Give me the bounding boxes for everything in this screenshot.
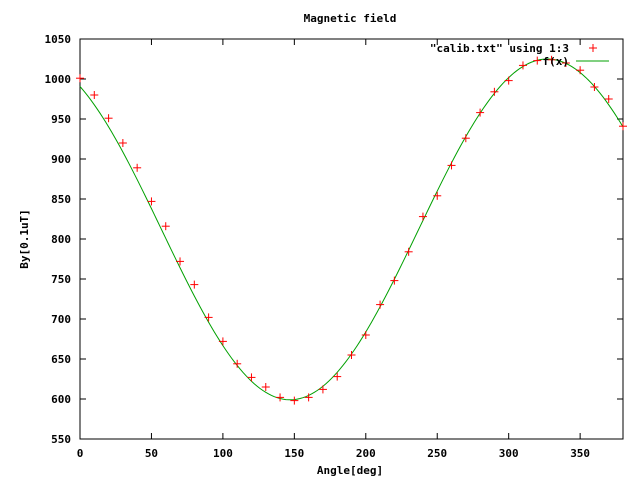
data-point: [390, 276, 399, 285]
data-point: [518, 61, 527, 70]
data-point: [504, 76, 513, 85]
fit-curve-series: [79, 58, 624, 401]
data-point: [476, 108, 485, 117]
x-tick-label: 150: [284, 447, 304, 460]
y-axis: 550 600 650 700 750 800 850 900 950 1000 1050: [45, 33, 623, 446]
data-point: [619, 122, 627, 131]
y-axis-label: By[0.1uT]: [18, 209, 31, 269]
data-point: [347, 351, 356, 359]
y-tick-label: 1050: [45, 33, 72, 46]
y-tick-label: 900: [51, 153, 71, 166]
x-tick-label: 0: [77, 447, 84, 460]
data-point: [590, 83, 599, 91]
x-axis-label: Angle[deg]: [317, 464, 383, 477]
data-point: [547, 55, 556, 64]
data-point: [533, 56, 542, 65]
data-point: [190, 280, 199, 289]
data-point: [447, 161, 456, 170]
data-point: [218, 337, 227, 346]
data-point: [90, 91, 99, 99]
x-tick-label: 50: [145, 447, 158, 460]
y-tick-label: 800: [51, 233, 71, 246]
data-point: [104, 114, 113, 123]
data-point: [404, 247, 413, 256]
data-point: [361, 331, 370, 339]
data-point: [304, 393, 313, 402]
y-tick-label: 700: [51, 313, 71, 326]
x-tick-label: 350: [570, 447, 590, 460]
data-point: [147, 197, 156, 206]
data-point: [290, 396, 299, 405]
data-point: [461, 134, 470, 143]
fit-curve: [79, 58, 624, 401]
chart-title: Magnetic field: [304, 12, 397, 25]
data-point: [247, 373, 256, 382]
data-point: [176, 257, 185, 266]
legend: "calib.txt" using 1:3 f(x): [430, 42, 609, 68]
data-point: [233, 359, 242, 368]
data-point: [376, 300, 385, 309]
data-point: [433, 191, 442, 200]
x-tick-label: 250: [427, 447, 447, 460]
data-point: [76, 74, 84, 83]
legend-label-fx: f(x): [543, 55, 570, 68]
data-point: [118, 139, 127, 147]
data-point: [318, 385, 327, 394]
x-tick-label: 100: [213, 447, 233, 460]
y-tick-label: 850: [51, 193, 71, 206]
y-tick-label: 950: [51, 113, 71, 126]
x-tick-label: 200: [356, 447, 376, 460]
data-point: [204, 313, 213, 322]
data-point: [561, 59, 570, 67]
y-tick-label: 750: [51, 273, 71, 286]
data-point: [161, 222, 170, 231]
data-point: [276, 393, 285, 402]
x-axis: 0 50 100 150 200 250 300 350: [77, 39, 590, 460]
data-point: [604, 95, 613, 103]
data-point: [133, 163, 142, 172]
calib-points-series: [76, 55, 627, 405]
data-point: [490, 87, 499, 96]
legend-plus-marker: [589, 44, 597, 52]
data-point: [333, 372, 342, 381]
plot-frame: [79, 38, 624, 440]
y-tick-label: 600: [51, 393, 71, 406]
y-tick-label: 1000: [45, 73, 72, 86]
legend-label-calib: "calib.txt" using 1:3: [430, 42, 569, 55]
legend-marker-calib: [589, 44, 597, 52]
data-point: [261, 383, 270, 391]
data-point: [576, 66, 585, 75]
y-tick-label: 650: [51, 353, 71, 366]
x-tick-label: 300: [499, 447, 519, 460]
data-point: [418, 212, 427, 221]
y-tick-label: 550: [51, 433, 71, 446]
